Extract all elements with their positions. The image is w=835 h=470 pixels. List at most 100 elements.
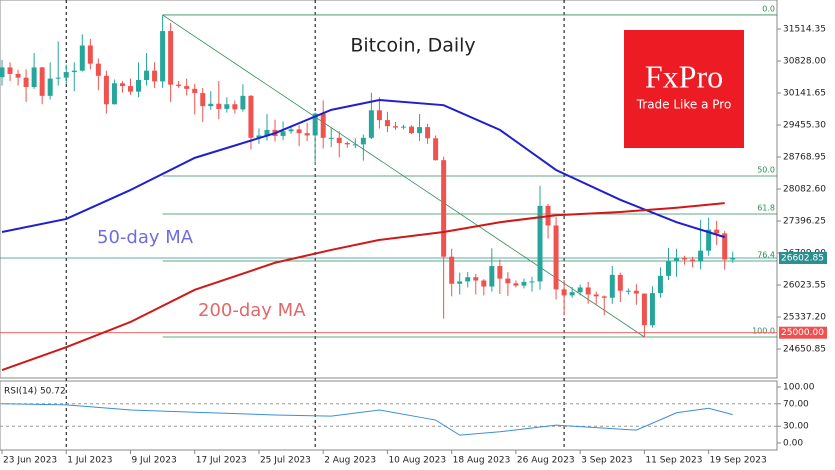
y-tick-label: 31514.35 (783, 24, 826, 34)
y-tick-label: 27396.25 (783, 216, 826, 226)
candle-body (119, 83, 125, 87)
candle-body (489, 266, 495, 287)
price-box-label: 26602.85 (781, 253, 824, 263)
rsi-tick-label: 70.00 (783, 399, 809, 409)
candle-body (593, 294, 599, 297)
candle-body (481, 280, 487, 287)
x-tick-label: 9 Jul 2023 (131, 456, 176, 466)
candle-body (473, 277, 479, 281)
candle-body (433, 138, 439, 161)
candle-body (521, 281, 527, 286)
x-tick-label: 2 Aug 2023 (324, 456, 376, 466)
rsi-tick-label: 30.00 (783, 422, 809, 432)
candle-body (376, 110, 382, 121)
candle-body (31, 67, 37, 87)
candle-body (288, 129, 294, 132)
rsi-line (1, 403, 733, 436)
candle-body (152, 70, 158, 82)
candle-body (312, 113, 318, 136)
candle-body (15, 73, 21, 78)
candle-body (168, 31, 174, 85)
fib-label: 50.0 (757, 165, 775, 174)
x-tick-label: 18 Aug 2023 (453, 456, 511, 466)
candle-body (585, 287, 591, 295)
candle-body (328, 137, 334, 139)
x-tick-label: 23 Jun 2023 (3, 456, 57, 466)
candle-body (368, 110, 374, 138)
candle-body (136, 79, 142, 92)
series-label: 200-day MA (198, 300, 306, 321)
candle-body (111, 83, 117, 105)
candle-body (63, 72, 69, 78)
candle-body (352, 144, 358, 146)
candle-body (682, 258, 688, 260)
candle-body (144, 70, 150, 80)
rsi-title: RSI(14) 50.72 (4, 387, 66, 397)
candle-body (103, 75, 109, 105)
candle-body (730, 257, 736, 260)
rsi-tick-label: 0.00 (783, 439, 803, 449)
candle-body (465, 277, 471, 282)
candle-body (674, 258, 680, 262)
candle-body (690, 259, 696, 262)
candle-body (569, 292, 575, 296)
candle-body (127, 86, 133, 92)
y-tick-label: 28082.60 (783, 184, 826, 194)
candle-body (184, 86, 190, 89)
candle-body (441, 160, 447, 257)
rsi-tick-label: 100.00 (783, 383, 815, 393)
y-tick-label: 24650.85 (783, 344, 826, 354)
candle-body (192, 88, 198, 94)
x-tick-label: 17 Jul 2023 (196, 456, 247, 466)
candle-body (657, 275, 663, 294)
candle-body (698, 250, 704, 262)
candle-body (71, 70, 77, 73)
y-tick-label: 30828.00 (783, 56, 826, 66)
candle-body (649, 293, 655, 326)
candle-body (23, 77, 29, 87)
candle-body (39, 67, 45, 96)
candle-body (87, 45, 93, 64)
candle-body (384, 120, 390, 127)
price-box-label: 25000.00 (781, 328, 824, 338)
candle-body (633, 290, 639, 294)
moving-average (1, 202, 725, 371)
candle-body (714, 229, 720, 234)
candle-body (409, 126, 415, 134)
logo: FxPro Trade Like a Pro (624, 30, 744, 148)
y-tick-label: 26023.55 (783, 280, 826, 290)
candle-body (200, 93, 206, 107)
candle-body (553, 225, 559, 290)
candle-body (264, 129, 270, 136)
y-tick-label: 25337.20 (783, 312, 826, 322)
candle-body (665, 261, 671, 276)
candle-body (47, 78, 53, 96)
y-tick-label: 29455.30 (783, 120, 826, 130)
candle-body (336, 137, 342, 143)
candle-body (401, 126, 406, 128)
candle-body (360, 137, 366, 145)
chart-title: Bitcoin, Daily (350, 35, 475, 57)
candle-body (248, 95, 254, 138)
candle-body (304, 133, 310, 136)
x-tick-label: 11 Sep 2023 (645, 456, 702, 466)
candle-body (577, 287, 583, 293)
candle-body (344, 142, 350, 145)
rsi-frame (0, 380, 778, 451)
candle-body (601, 296, 607, 298)
price-box (779, 326, 827, 339)
candle-body (320, 113, 326, 138)
fib-label: 76.4 (757, 250, 775, 259)
candle-body (256, 135, 262, 138)
candle-body (625, 290, 631, 292)
x-tick-label: 10 Aug 2023 (388, 456, 446, 466)
candle-body (457, 281, 463, 284)
candle-body (505, 278, 511, 284)
candle-body (513, 283, 519, 286)
candle-body (280, 131, 286, 136)
fib-label: 61.8 (757, 203, 775, 212)
candle-body (392, 126, 398, 128)
candle-body (240, 95, 246, 110)
candle-body (425, 127, 431, 139)
